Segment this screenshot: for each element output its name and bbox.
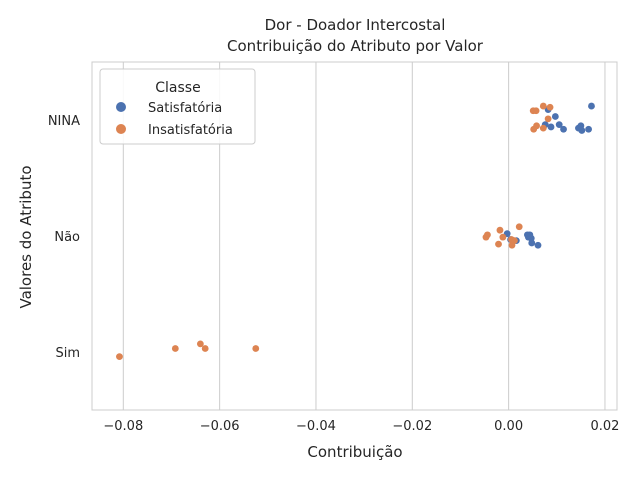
data-point-satisfatoria bbox=[585, 125, 592, 133]
data-point-insatisfatoria bbox=[496, 226, 504, 234]
data-point-insatisfatoria bbox=[544, 115, 552, 123]
legend-marker-insatisfatoria bbox=[116, 124, 126, 134]
data-point-satisfatoria bbox=[551, 113, 559, 120]
legend-label-insatisfatoria: Insatisfatória bbox=[148, 123, 233, 138]
data-point-insatisfatoria bbox=[196, 340, 204, 348]
data-point-satisfatoria bbox=[528, 239, 536, 247]
y-axis-ticks: NINA Não Sim bbox=[48, 114, 80, 361]
legend-label-satisfatoria: Satisfatória bbox=[148, 101, 222, 116]
data-point-insatisfatoria bbox=[482, 233, 490, 241]
data-point-insatisfatoria bbox=[530, 125, 538, 133]
x-axis-ticks: −0.08 −0.06 −0.04 −0.02 0.00 0.02 bbox=[103, 419, 619, 434]
chart-subtitle: Contribuição do Atributo por Valor bbox=[227, 37, 484, 55]
x-axis-label: Contribuição bbox=[307, 443, 402, 461]
data-point-satisfatoria bbox=[560, 125, 567, 133]
legend-box bbox=[99, 68, 256, 145]
data-points bbox=[116, 102, 595, 361]
data-point-satisfatoria bbox=[588, 102, 595, 110]
data-point-insatisfatoria bbox=[539, 102, 547, 110]
plot-area bbox=[91, 61, 618, 411]
data-point-satisfatoria bbox=[555, 121, 563, 129]
legend: Classe Satisfatória Insatisfatória bbox=[99, 68, 256, 145]
x-tick-label: 0.02 bbox=[590, 419, 619, 434]
data-point-insatisfatoria bbox=[252, 345, 260, 352]
y-tick-label: Sim bbox=[55, 346, 80, 361]
data-point-satisfatoria bbox=[534, 241, 542, 249]
x-tick-label: −0.02 bbox=[392, 419, 432, 434]
data-point-satisfatoria bbox=[578, 127, 586, 134]
x-tick-label: −0.06 bbox=[200, 419, 240, 434]
data-point-insatisfatoria bbox=[539, 124, 547, 132]
data-point-insatisfatoria bbox=[499, 233, 507, 241]
y-tick-label: NINA bbox=[48, 114, 80, 129]
x-tick-label: −0.04 bbox=[296, 419, 336, 434]
x-tick-label: −0.08 bbox=[103, 419, 143, 434]
x-tick-label: 0.00 bbox=[494, 419, 523, 434]
data-point-insatisfatoria bbox=[201, 345, 209, 352]
data-point-insatisfatoria bbox=[171, 345, 179, 352]
data-point-insatisfatoria bbox=[515, 223, 523, 231]
y-axis-label: Valores do Atributo bbox=[17, 165, 35, 308]
data-point-insatisfatoria bbox=[116, 353, 123, 361]
data-point-insatisfatoria bbox=[508, 241, 516, 249]
data-point-insatisfatoria bbox=[546, 103, 554, 111]
legend-title: Classe bbox=[155, 80, 200, 96]
chart-title: Dor - Doador Intercostal bbox=[265, 16, 446, 34]
y-tick-label: Não bbox=[54, 230, 80, 245]
legend-marker-satisfatoria bbox=[116, 102, 126, 112]
data-point-insatisfatoria bbox=[495, 240, 502, 248]
data-point-satisfatoria bbox=[547, 123, 555, 131]
data-point-insatisfatoria bbox=[532, 107, 540, 115]
